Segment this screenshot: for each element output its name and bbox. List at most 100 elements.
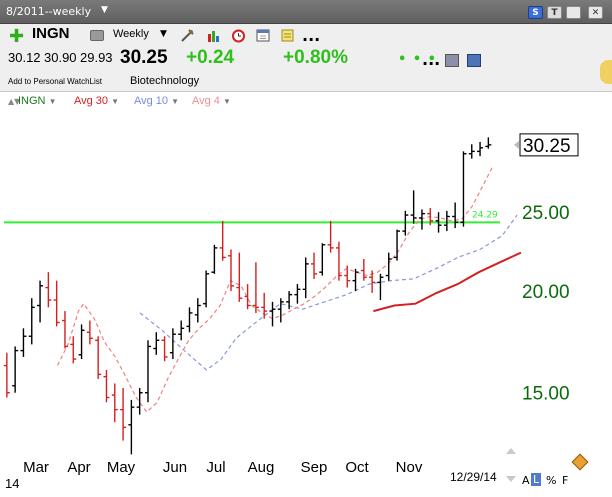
- print-icon[interactable]: [90, 30, 104, 41]
- ohlc-bar[interactable]: [418, 209, 425, 230]
- ohlc-bar[interactable]: [28, 298, 35, 345]
- title-dropdown-icon[interactable]: ▼: [101, 5, 108, 15]
- alarm-clock-icon[interactable]: [231, 28, 246, 43]
- ohlc-bar[interactable]: [20, 328, 27, 357]
- ohlc-bar[interactable]: [45, 272, 52, 308]
- ohlc-bar[interactable]: [385, 252, 392, 281]
- ohlc-bar[interactable]: [128, 399, 135, 455]
- save-icon[interactable]: [467, 54, 481, 67]
- log-scale-toggle[interactable]: L: [531, 473, 542, 486]
- ohlc-bar[interactable]: [410, 190, 417, 224]
- ohlc-bar[interactable]: [153, 332, 160, 355]
- ohlc-bar[interactable]: [452, 202, 459, 229]
- ohlc-bar[interactable]: [377, 273, 384, 301]
- a-toggle[interactable]: A: [522, 474, 530, 487]
- calendar-add-icon[interactable]: [256, 28, 271, 43]
- x-tick-label: Jun: [163, 459, 187, 476]
- wrench-icon[interactable]: [180, 28, 195, 43]
- ohlc-bar[interactable]: [311, 252, 318, 279]
- add-plus-icon[interactable]: ✚: [9, 26, 25, 47]
- ohlc-bar[interactable]: [360, 259, 367, 281]
- ohlc-bar[interactable]: [402, 210, 409, 236]
- ohlc-bar[interactable]: [335, 241, 342, 281]
- x-tick-label: Nov: [396, 459, 423, 476]
- legend-toggle-icon[interactable]: ▲▼: [8, 97, 21, 106]
- ohlc-bar[interactable]: [252, 262, 259, 313]
- ohlc-bar[interactable]: [219, 220, 226, 261]
- ohlc-bar[interactable]: [78, 324, 85, 360]
- ohlc-bar[interactable]: [261, 292, 268, 319]
- ohlc-bar[interactable]: [95, 336, 102, 379]
- ohlc-bar[interactable]: [61, 311, 68, 349]
- legend-avg10[interactable]: Avg 10 ▼: [134, 95, 180, 107]
- ohlc-bar[interactable]: [3, 352, 10, 398]
- close-icon[interactable]: ✕: [588, 6, 603, 19]
- ohlc-bar[interactable]: [352, 268, 359, 292]
- legend-avg30[interactable]: Avg 30 ▼: [74, 95, 120, 107]
- window-title[interactable]: 8/2011--weekly: [6, 5, 92, 18]
- ohlc-bar[interactable]: [435, 212, 442, 233]
- ohlc-bar[interactable]: [53, 280, 60, 327]
- ohlc-bar[interactable]: [186, 307, 193, 333]
- ohlc-bar[interactable]: [37, 280, 44, 323]
- ohlc-bar[interactable]: [12, 346, 19, 393]
- ohlc-bar[interactable]: [427, 208, 434, 226]
- ohlc-bar[interactable]: [294, 284, 301, 304]
- chevron-down-icon[interactable]: ▼: [160, 29, 167, 39]
- percent-toggle[interactable]: %: [546, 474, 557, 487]
- ohlc-bar[interactable]: [344, 265, 351, 288]
- ohlc-bar[interactable]: [228, 249, 234, 292]
- ohlc-bar[interactable]: [319, 243, 326, 276]
- more-tools-button[interactable]: ...: [422, 50, 441, 69]
- bar-chart-icon[interactable]: [206, 28, 221, 43]
- ohlc-bar[interactable]: [70, 336, 77, 364]
- symbol-label[interactable]: INGN: [32, 25, 70, 42]
- industry-label[interactable]: Biotechnology: [130, 75, 200, 87]
- ohlc-bar[interactable]: [236, 252, 243, 302]
- add-to-watchlist-link[interactable]: Add to Personal WatchList: [8, 77, 102, 86]
- ohlc-bar[interactable]: [369, 270, 376, 293]
- collapse-arrow-icon[interactable]: [600, 60, 612, 84]
- scroll-down-icon[interactable]: [506, 476, 516, 482]
- ohlc-bar[interactable]: [269, 301, 276, 327]
- ohlc-bar[interactable]: [161, 336, 168, 362]
- more-options-button[interactable]: ...: [302, 26, 321, 45]
- t-button[interactable]: T: [547, 6, 562, 19]
- ohlc-bar[interactable]: [394, 229, 401, 261]
- ohlc-bar[interactable]: [136, 388, 143, 415]
- ohlc-bar[interactable]: [460, 151, 467, 227]
- ohlc-bar[interactable]: [244, 284, 251, 310]
- ohlc-bar[interactable]: [302, 257, 309, 299]
- ohlc-bar[interactable]: [443, 210, 450, 232]
- f-toggle[interactable]: F: [562, 474, 569, 487]
- legend-avg4[interactable]: Avg 4 ▼: [192, 95, 231, 107]
- ohlc-bar[interactable]: [286, 291, 293, 310]
- close-price: 30.25: [120, 47, 168, 68]
- period-selector[interactable]: Weekly: [113, 28, 149, 40]
- maximize-icon[interactable]: [566, 6, 581, 19]
- ohlc-bar[interactable]: [485, 137, 492, 149]
- open-price: 30.12: [8, 50, 41, 65]
- ohlc-bar[interactable]: [277, 298, 284, 323]
- ohlc-bar[interactable]: [211, 244, 218, 274]
- s-button[interactable]: S: [528, 6, 543, 19]
- database-icon[interactable]: [445, 54, 459, 67]
- ohlc-bar[interactable]: [194, 298, 201, 323]
- ohlc-bar[interactable]: [120, 388, 127, 441]
- note-icon[interactable]: [280, 28, 295, 43]
- ohlc-bar[interactable]: [327, 220, 334, 253]
- ohlc-bar[interactable]: [86, 320, 93, 345]
- ohlc-bar[interactable]: [169, 328, 176, 360]
- x-tick-label: May: [107, 459, 136, 476]
- legend-symbol[interactable]: INGN ▼: [18, 95, 57, 107]
- ohlc-bar[interactable]: [178, 320, 185, 341]
- ohlc-bar[interactable]: [477, 141, 484, 157]
- ohlc-bar[interactable]: [144, 340, 151, 403]
- ohlc-bar[interactable]: [468, 144, 475, 159]
- support-line-label: 24.29: [472, 210, 498, 220]
- ohlc-bar[interactable]: [111, 383, 118, 423]
- ohlc-bar[interactable]: [103, 369, 110, 403]
- ohlc-bar[interactable]: [203, 270, 210, 308]
- scroll-up-icon[interactable]: [506, 448, 516, 454]
